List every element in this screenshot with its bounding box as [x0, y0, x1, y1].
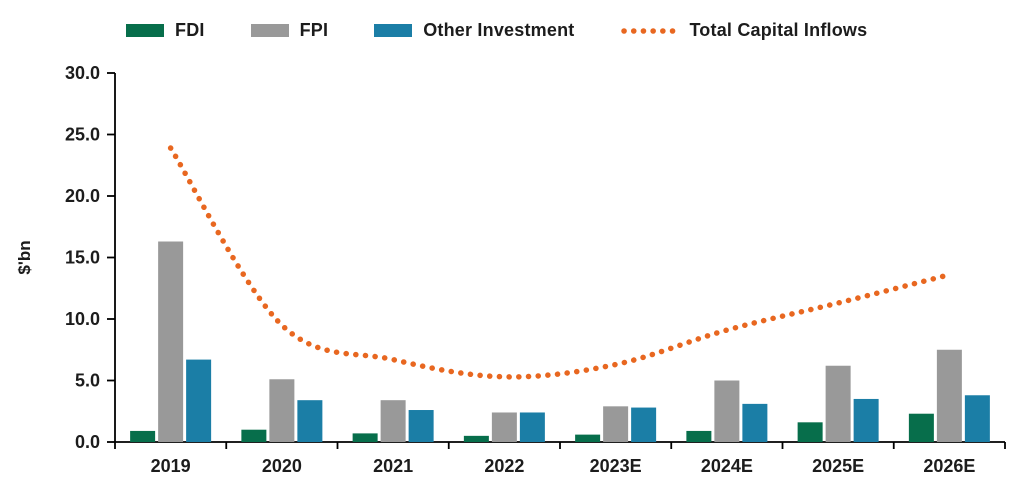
x-tick-label: 2020	[262, 456, 302, 476]
bar-fdi-2026E	[908, 413, 934, 442]
bar-other-investment-2024E	[742, 403, 768, 442]
legend-item-total-capital-inflows: Total Capital Inflows	[620, 20, 867, 41]
y-tick-label: 30.0	[65, 63, 100, 83]
legend-label-other-investment: Other Investment	[423, 20, 575, 40]
bar-fpi-2026E	[936, 349, 962, 442]
bar-fdi-2024E	[686, 430, 712, 442]
legend-label-total-capital-inflows: Total Capital Inflows	[689, 20, 868, 40]
bar-fpi-2022	[491, 412, 517, 442]
other-investment-swatch-icon	[374, 24, 413, 37]
bar-other-investment-2020	[297, 400, 323, 442]
bar-fpi-2024E	[714, 380, 740, 442]
y-tick-label: 5.0	[75, 371, 100, 391]
y-tick-label: 20.0	[65, 186, 100, 206]
x-tick-label: 2021	[373, 456, 413, 476]
x-tick-label: 2024E	[701, 456, 753, 476]
bar-fdi-2025E	[797, 422, 823, 442]
dotted-line-swatch-icon	[621, 27, 678, 34]
legend-item-fdi: FDI	[126, 20, 205, 41]
bar-fpi-2021	[380, 400, 406, 442]
chart-legend: FDI FPI Other Investment Total Capital I…	[126, 20, 867, 41]
x-tick-label: 2023E	[590, 456, 642, 476]
fpi-swatch-icon	[250, 24, 289, 37]
x-tick-label: 2025E	[812, 456, 864, 476]
bar-other-investment-2019	[186, 359, 212, 442]
bar-other-investment-2026E	[964, 395, 990, 442]
bar-other-investment-2021	[408, 410, 434, 442]
bar-fdi-2020	[241, 429, 267, 442]
bar-fdi-2021	[352, 433, 378, 442]
bar-fpi-2020	[269, 379, 295, 442]
bar-fpi-2023E	[603, 406, 629, 442]
legend-label-fpi: FPI	[299, 20, 329, 40]
y-tick-label: 15.0	[65, 248, 100, 268]
bar-fdi-2019	[130, 430, 156, 442]
y-axis-title: $'bn	[15, 240, 34, 274]
bar-fpi-2025E	[825, 365, 851, 442]
y-tick-label: 0.0	[75, 432, 100, 452]
y-tick-label: 10.0	[65, 309, 100, 329]
x-tick-label: 2022	[484, 456, 524, 476]
legend-item-fpi: FPI	[250, 20, 329, 41]
legend-item-other-investment: Other Investment	[374, 20, 574, 41]
bar-other-investment-2025E	[853, 398, 879, 442]
bar-other-investment-2023E	[631, 407, 657, 442]
bar-fdi-2023E	[575, 434, 601, 442]
bar-fpi-2019	[158, 241, 184, 442]
y-tick-label: 25.0	[65, 125, 100, 145]
total-capital-inflows-line	[167, 145, 953, 380]
x-tick-label: 2026E	[923, 456, 975, 476]
legend-label-fdi: FDI	[175, 20, 205, 40]
fdi-swatch-icon	[126, 24, 164, 37]
x-tick-label: 2019	[151, 456, 191, 476]
bar-other-investment-2022	[519, 412, 545, 442]
bar-fdi-2022	[463, 435, 489, 442]
